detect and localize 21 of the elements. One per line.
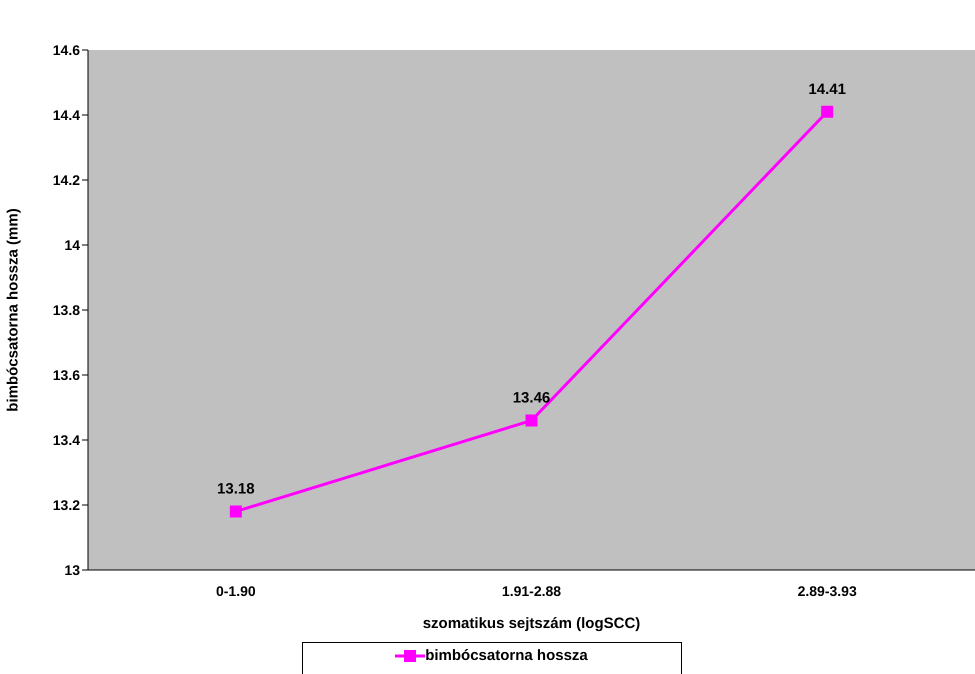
point <box>821 106 834 118</box>
y-tick-label: 13.8 <box>52 302 80 318</box>
y-tick-label: 14.6 <box>52 42 80 58</box>
y-tick-label: 14.4 <box>52 106 80 123</box>
y-axis-title: bimbócsatorna hossza (mm) <box>4 208 22 412</box>
y-tick-label: 14 <box>64 236 80 253</box>
x-tick-label: 0-1.90 <box>216 582 256 599</box>
x-tick-label: 2.89-3.93 <box>798 582 857 599</box>
data-label: 13.46 <box>512 390 550 406</box>
y-tick-label: 13.2 <box>52 496 80 513</box>
point <box>230 506 242 518</box>
data-label: 13.18 <box>217 480 255 498</box>
y-tick-label: 14.2 <box>52 172 80 188</box>
x-axis-title: szomatikus sejtszám (logSCC) <box>422 615 640 632</box>
x-tick-label: 1.91-2.88 <box>502 582 562 599</box>
point <box>526 414 538 426</box>
y-tick-label: 13.6 <box>52 366 80 383</box>
y-tick-label: 13.4 <box>52 432 80 448</box>
y-tick-label: 13 <box>64 562 80 578</box>
data-label: 14.41 <box>808 80 846 98</box>
legend-label: bimbócsatorna hossza <box>425 647 588 664</box>
